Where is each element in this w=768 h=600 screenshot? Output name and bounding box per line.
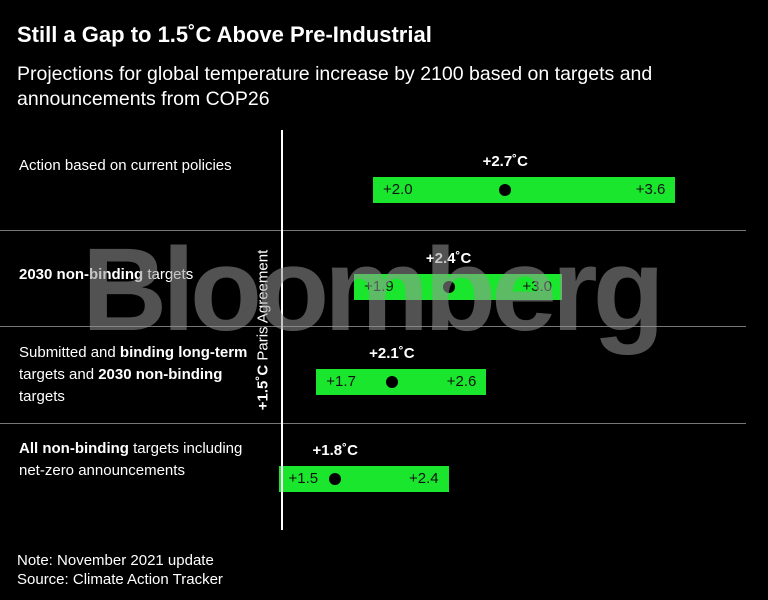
median-label: +2.1˚C [369, 345, 415, 362]
high-label: +3.6 [635, 181, 666, 198]
row-label-part: targets including net-zero announcements [19, 440, 243, 479]
row-label: Action based on current policies [19, 155, 249, 177]
row-label-part: Action based on current policies [19, 157, 232, 174]
row-divider [0, 230, 746, 231]
row-label-part: 2030 non-binding [98, 366, 223, 383]
chart-subtitle: Projections for global temperature incre… [17, 63, 653, 110]
high-label: +2.4 [408, 470, 439, 487]
high-label: +3.0 [522, 278, 552, 295]
note: Note: November 2021 update [17, 552, 214, 569]
row-divider [0, 423, 746, 424]
ref-value: +1.5˚C [254, 364, 272, 411]
low-label: +2.0 [383, 181, 413, 198]
ref-text: Paris Agreement [254, 249, 272, 365]
row-label-part: targets and [19, 366, 99, 383]
row-label-part: binding long-term [119, 344, 248, 361]
row-label: All non-binding targets including net-ze… [19, 438, 249, 482]
median-dot [442, 281, 455, 293]
source: Source: Climate Action Tracker [17, 571, 223, 588]
range-bar: +1.9 +3.0 [354, 274, 562, 300]
low-label: +1.7 [326, 373, 356, 390]
row-label-part: Submitted and [19, 344, 120, 361]
range-bar: +2.0 +3.6 [373, 177, 676, 203]
low-label: +1.5 [288, 470, 319, 487]
paris-agreement-label: +1.5˚C Paris Agreement [255, 250, 272, 411]
median-dot [329, 473, 342, 485]
row-label: 2030 non-binding targets [19, 264, 249, 286]
range-bar: +1.5 +2.4 [278, 466, 449, 492]
row-divider [0, 326, 746, 327]
median-label: +2.4˚C [425, 250, 472, 267]
median-label: +2.7˚C [482, 153, 529, 170]
row-label: Submitted and binding long-term targets … [19, 342, 249, 408]
median-label: +1.8˚C [312, 442, 358, 459]
range-bar: +1.7 +2.6 [316, 369, 487, 395]
median-dot [385, 376, 398, 388]
high-label: +2.6 [446, 373, 477, 390]
row-label-part: targets [19, 388, 65, 405]
row-label-part: targets [143, 266, 194, 283]
median-dot [499, 184, 512, 196]
row-label-part: 2030 non-binding [19, 266, 144, 283]
low-label: +1.9 [364, 278, 394, 295]
row-label-part: All non-binding [19, 440, 129, 457]
chart-title: Still a Gap to 1.5˚C Above Pre-Industria… [17, 22, 432, 47]
paris-agreement-line [281, 130, 283, 530]
